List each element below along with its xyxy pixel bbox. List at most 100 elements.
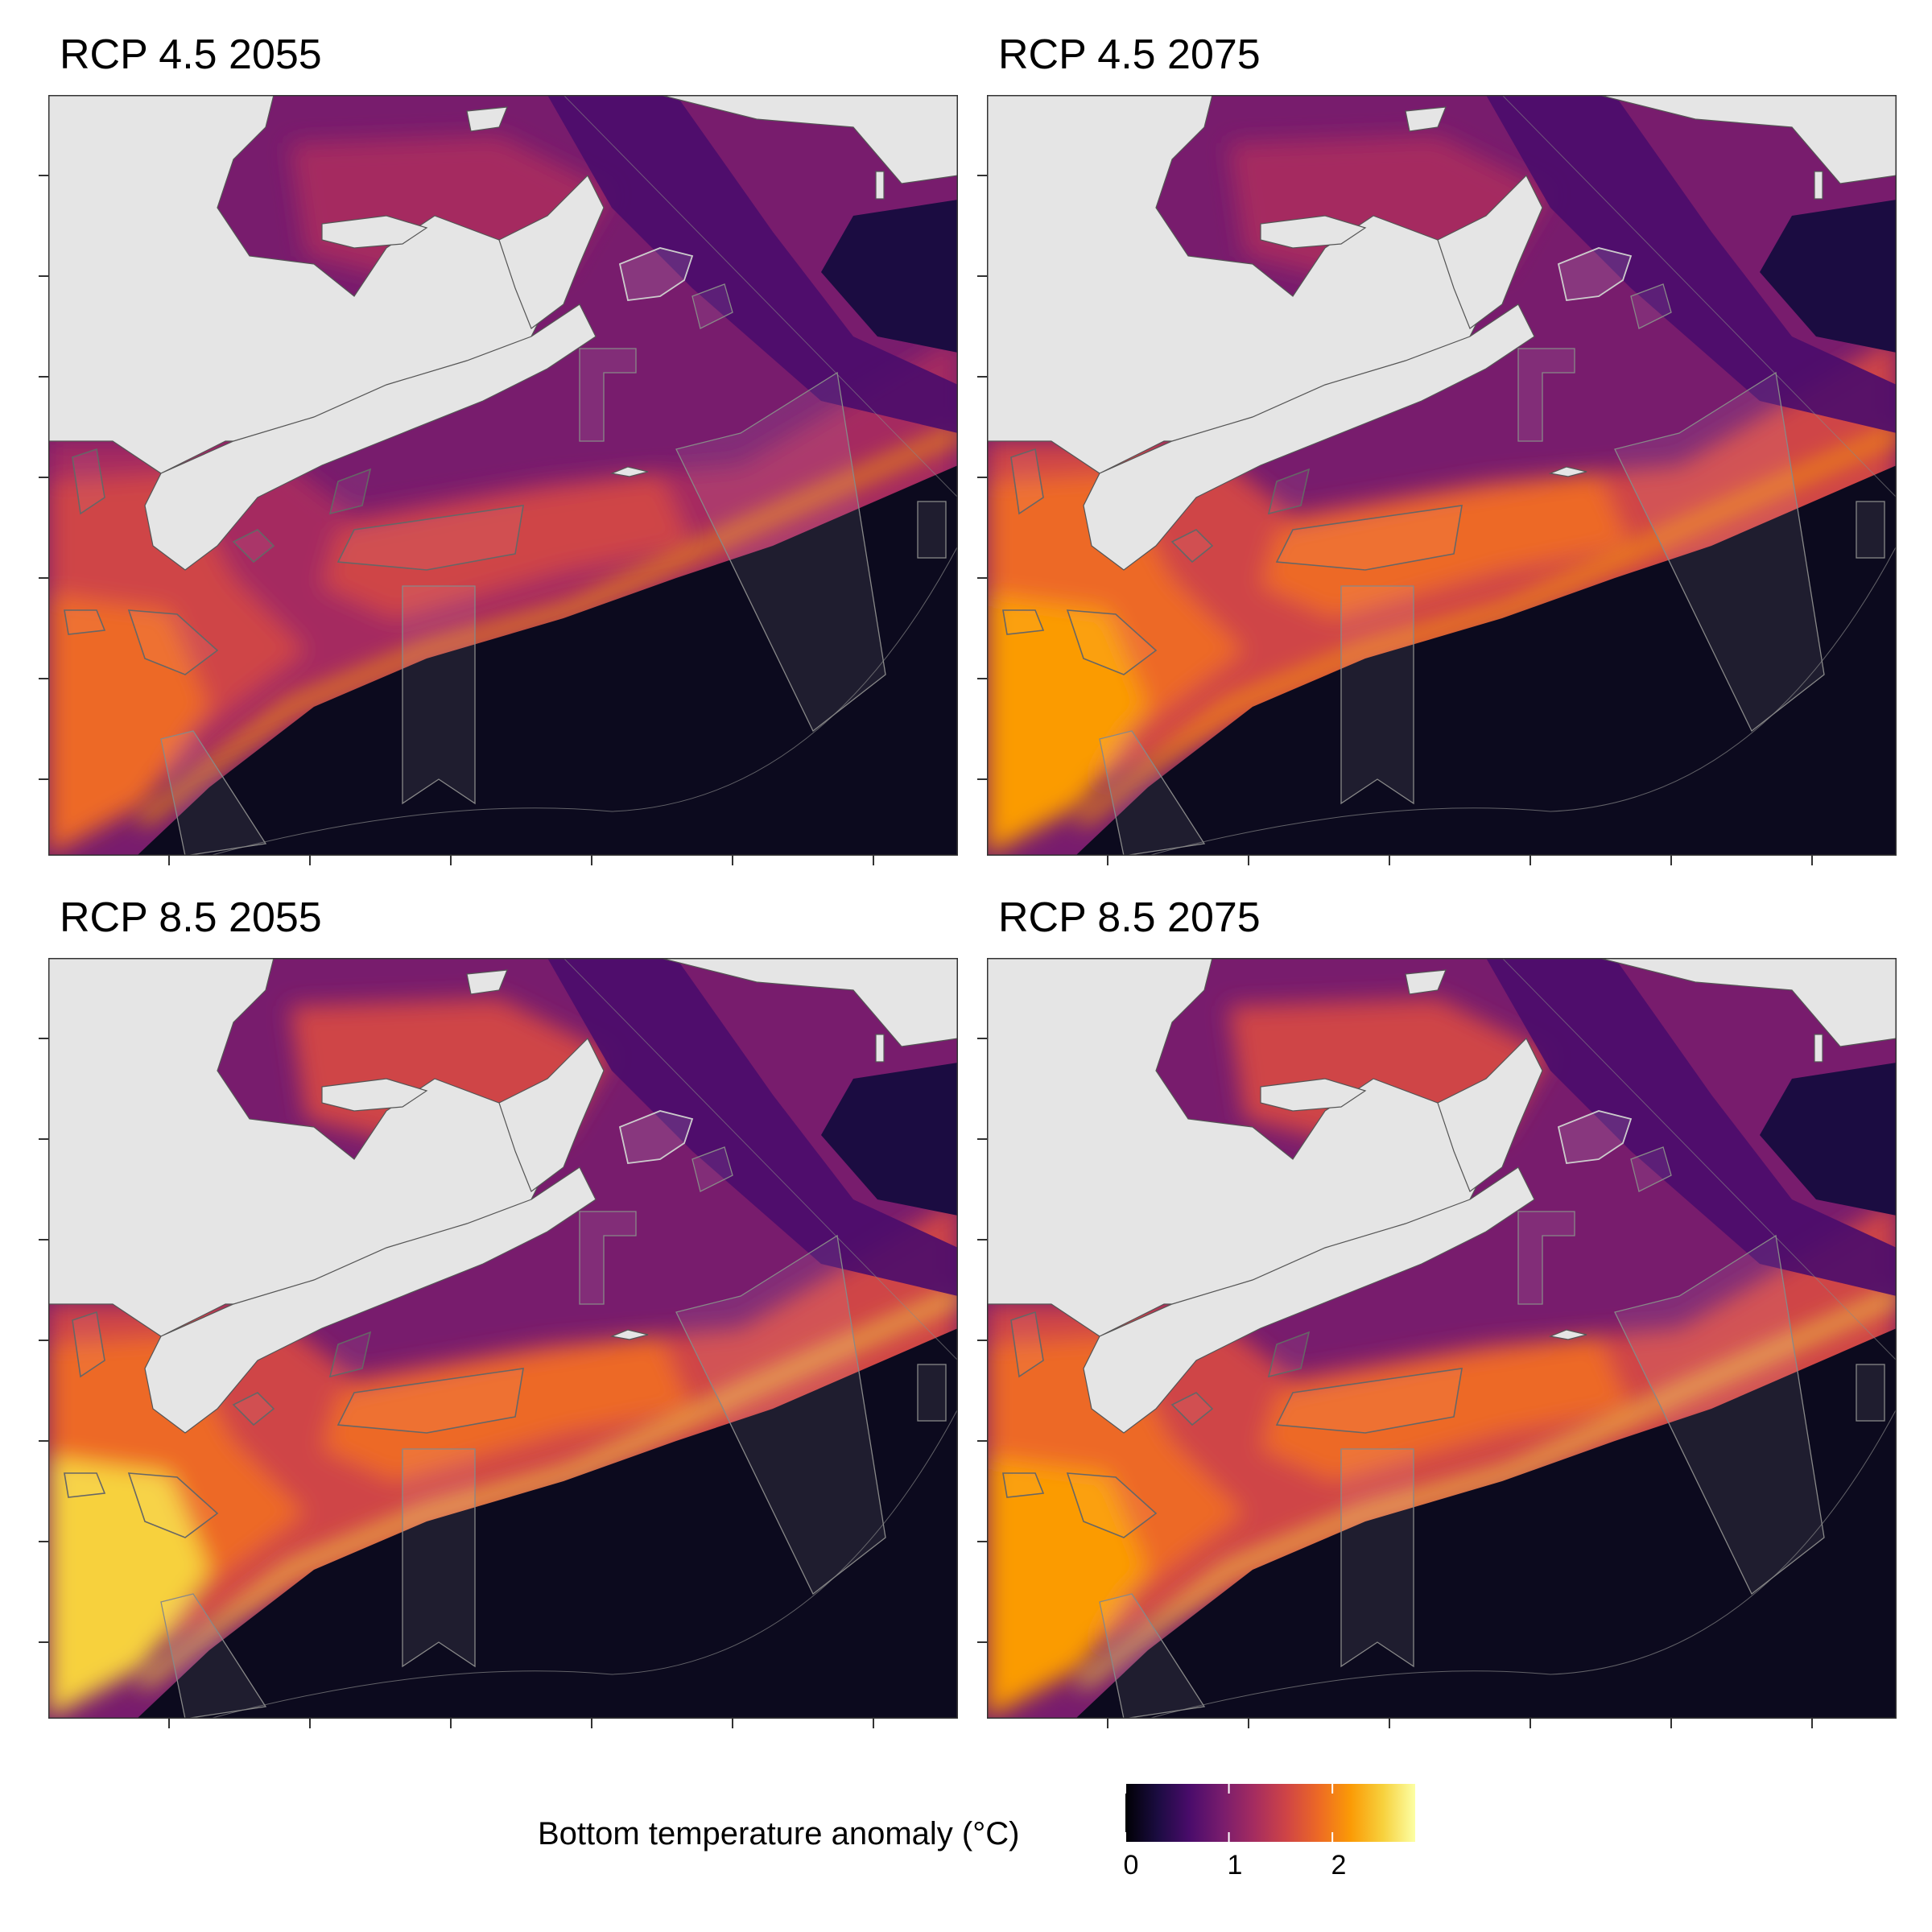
- scotian-shelf-warm: [322, 1336, 692, 1481]
- scotian-shelf-warm: [1261, 473, 1631, 618]
- eez-boundary-line: [563, 958, 958, 1361]
- conservation-polygon-2: [328, 468, 372, 515]
- legend-title: Bottom temperature anomaly (°C): [538, 1816, 1020, 1852]
- closure-area-polygon-2: [675, 1234, 886, 1596]
- map-content: [987, 95, 1897, 856]
- closure-area-polygon-1: [1340, 1448, 1414, 1668]
- conservation-polygon-3: [232, 529, 275, 564]
- conservation-polygon-6: [1066, 609, 1158, 675]
- conservation-polygon-1: [336, 505, 524, 571]
- conservation-polygon-1: [1275, 505, 1463, 571]
- legend-tick-2: 2: [1331, 1850, 1347, 1880]
- closure-area-polygon-3: [160, 730, 267, 856]
- st-anns-bank-polygon: [1557, 247, 1633, 301]
- scotian-shelf-warm: [1261, 1336, 1631, 1481]
- laurentian-channel: [1486, 95, 1897, 433]
- closure-area-polygon-4: [1856, 501, 1885, 559]
- conservation-polygon-3: [1170, 529, 1214, 564]
- prince-edward-island: [321, 215, 428, 249]
- cape-breton-island: [1437, 174, 1543, 329]
- newfoundland: [1598, 95, 1897, 184]
- cape-breton-island: [498, 1037, 605, 1192]
- saint-pierre-miquelon: [1814, 1034, 1823, 1063]
- panel-title-2: RCP 4.5 2075: [998, 31, 1261, 78]
- newfoundland: [659, 95, 958, 184]
- closure-area-polygon-3: [1099, 730, 1206, 856]
- conservation-polygon-4: [72, 1311, 105, 1378]
- panel-frame: [48, 95, 958, 856]
- conservation-polygon-6: [1066, 1472, 1158, 1538]
- panel-title-3: RCP 8.5 2055: [60, 894, 322, 941]
- panel-frame: [48, 958, 958, 1719]
- georges-bank-warm: [48, 594, 209, 856]
- eez-boundary-arc: [208, 545, 958, 856]
- legend-tick-1: 1: [1227, 1850, 1243, 1880]
- closure-area-polygon-4: [917, 1364, 947, 1422]
- eez-boundary-line: [1501, 95, 1897, 498]
- saint-pierre-miquelon: [875, 1034, 885, 1063]
- georges-bank-warm: [987, 1457, 1148, 1719]
- closure-area-polygon-1: [402, 585, 476, 805]
- cape-breton-island: [498, 174, 605, 329]
- conservation-polygon-4: [1010, 448, 1044, 515]
- marine-protected-area-1: [579, 348, 637, 442]
- st-anns-bank-polygon: [618, 1110, 694, 1164]
- highlight-polygons: [618, 1110, 694, 1164]
- panel-title-4: RCP 8.5 2075: [998, 894, 1261, 941]
- shelf-break-streak: [1078, 427, 1897, 825]
- st-anns-bank-polygon: [1557, 1110, 1633, 1164]
- panel-frame: [987, 958, 1897, 1719]
- deep-ocean: [1075, 465, 1897, 856]
- closure-area-polygon-2: [1614, 371, 1825, 733]
- eez-boundary-arc: [1147, 1408, 1897, 1719]
- conservation-polygon-5: [1002, 609, 1045, 635]
- magdalen-islands: [466, 969, 508, 995]
- grand-banks-deep: [821, 200, 958, 353]
- closure-area-polygon-3: [1099, 1593, 1206, 1719]
- georges-bank-warm: [987, 594, 1148, 856]
- land-layer: [987, 95, 1897, 571]
- eez-boundary-line: [563, 95, 958, 498]
- prince-edward-island: [321, 1078, 428, 1112]
- map-panel-rcp45-2055: [39, 95, 958, 865]
- map-panel-rcp85-2075: [977, 958, 1897, 1728]
- shelf-break-streak: [1078, 1290, 1897, 1688]
- legend-colorbar: [1125, 1784, 1415, 1842]
- highlight-polygons: [618, 247, 694, 301]
- conservation-polygon-2: [1267, 468, 1311, 515]
- panel-title-1: RCP 4.5 2055: [60, 31, 322, 78]
- legend-gradient: [1125, 1784, 1415, 1842]
- closure-area-polygon-4: [917, 501, 947, 559]
- conservation-polygon-3: [1170, 1392, 1214, 1426]
- grand-banks-deep: [1760, 1063, 1897, 1216]
- conservation-polygon-2: [328, 1331, 372, 1378]
- scotian-shelf-warm: [322, 473, 692, 618]
- shelf-break-streak: [139, 427, 958, 825]
- marine-protected-area-1: [1517, 1211, 1575, 1305]
- nova-scotia: [1083, 303, 1535, 571]
- georges-bank-warm: [48, 1457, 209, 1719]
- laurentian-channel: [547, 95, 958, 433]
- closure-area-polygon-2: [1614, 1234, 1825, 1596]
- conservation-polygon-5: [64, 609, 106, 635]
- deep-ocean: [1075, 1328, 1897, 1719]
- eez-boundary-line: [1501, 958, 1897, 1361]
- sable-island: [609, 466, 649, 477]
- cape-breton-island: [1437, 1037, 1543, 1192]
- land-layer: [48, 95, 958, 571]
- marine-protected-area-2: [1630, 283, 1672, 329]
- offshore-polygons: [160, 1146, 947, 1719]
- st-anns-bank-polygon: [618, 247, 694, 301]
- map-content: [987, 958, 1897, 1719]
- map-panel-rcp45-2075: [977, 95, 1897, 865]
- conservation-polygon-3: [232, 1392, 275, 1426]
- land-layer: [987, 958, 1897, 1434]
- saint-pierre-miquelon: [875, 171, 885, 200]
- conservation-polygon-2: [1267, 1331, 1311, 1378]
- magdalen-islands: [1405, 969, 1447, 995]
- marine-protected-area-2: [691, 283, 733, 329]
- map-panel-rcp85-2055: [39, 958, 958, 1728]
- map-content: [48, 958, 958, 1719]
- offshore-polygons: [1099, 283, 1885, 856]
- highlight-polygons: [1557, 247, 1633, 301]
